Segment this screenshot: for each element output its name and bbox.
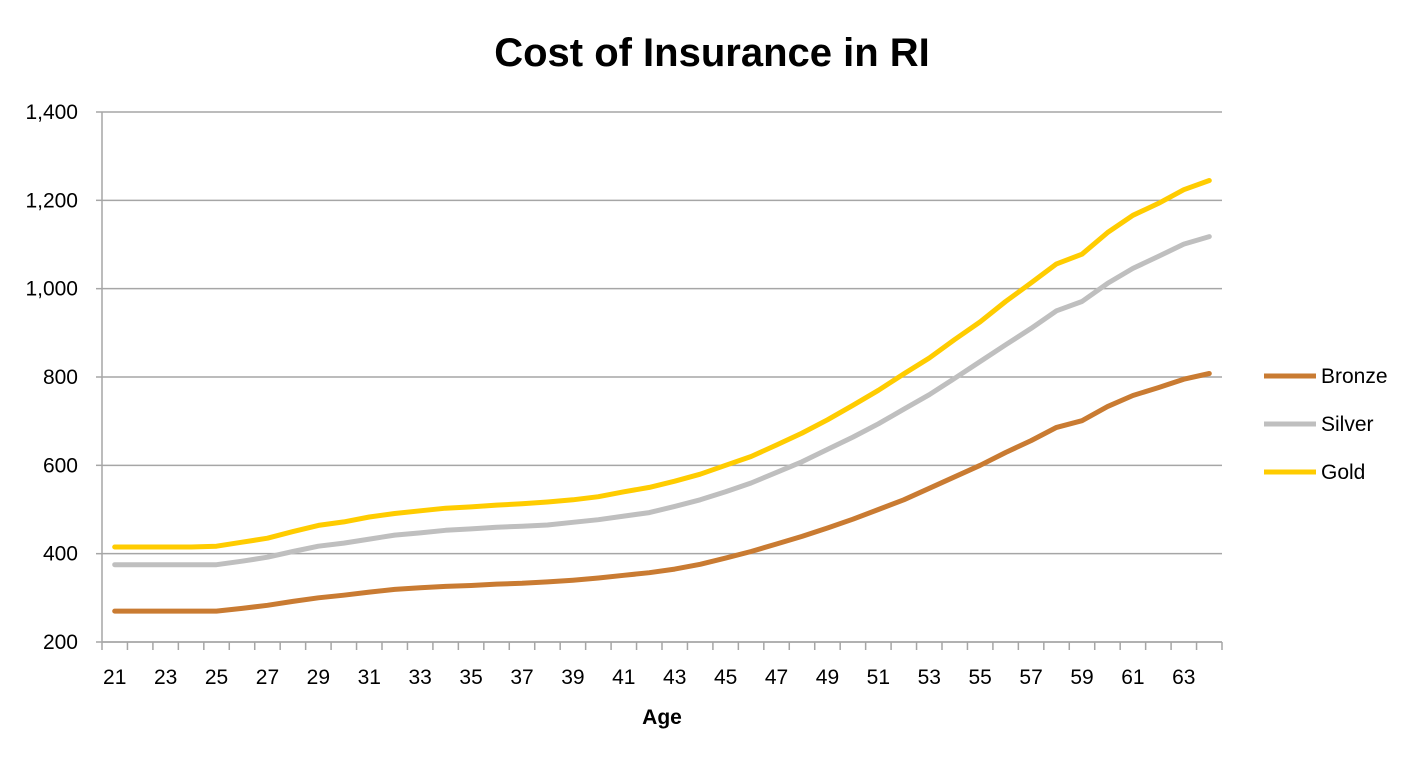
y-tick-label-5: 1,200 — [25, 189, 78, 212]
y-tick-label-4: 1,000 — [25, 278, 78, 301]
x-tick-label-47: 47 — [765, 666, 788, 689]
x-tick-label-41: 41 — [612, 666, 635, 689]
x-tick-label-55: 55 — [969, 666, 992, 689]
x-tick-label-39: 39 — [561, 666, 584, 689]
y-tick-label-0: 200 — [43, 631, 78, 654]
series-line-bronze — [112, 371, 1212, 614]
series-line-gold — [112, 178, 1212, 550]
chart-title: Cost of Insurance in RI — [494, 31, 930, 75]
y-tick-label-1: 400 — [43, 543, 78, 566]
y-tick-label-3: 800 — [43, 366, 78, 389]
x-tick-label-49: 49 — [816, 666, 839, 689]
series-line-silver — [112, 234, 1212, 568]
legend-label-gold: Gold — [1321, 461, 1365, 484]
x-tick-label-57: 57 — [1019, 666, 1042, 689]
axes — [96, 111, 1223, 650]
x-tick-label-63: 63 — [1172, 666, 1195, 689]
y-tick-label-6: 1,400 — [25, 101, 78, 124]
x-tick-label-21: 21 — [103, 666, 126, 689]
grid-lines — [102, 111, 1222, 643]
legend: Bronze Silver Gold — [1264, 365, 1388, 484]
series-lines — [112, 178, 1212, 614]
x-tick-label-59: 59 — [1070, 666, 1093, 689]
y-tick-label-2: 600 — [43, 454, 78, 477]
x-tick-label-23: 23 — [154, 666, 177, 689]
x-tick-label-45: 45 — [714, 666, 737, 689]
x-tick-label-31: 31 — [358, 666, 381, 689]
x-tick-label-27: 27 — [256, 666, 279, 689]
x-tick-label-61: 61 — [1121, 666, 1144, 689]
x-tick-label-33: 33 — [409, 666, 432, 689]
x-tick-label-35: 35 — [459, 666, 482, 689]
x-tick-label-37: 37 — [510, 666, 533, 689]
x-tick-label-29: 29 — [307, 666, 330, 689]
x-axis-ticks: 21 23 25 27 29 31 33 35 37 39 41 43 45 47 49 51 53 55 57 59… — [103, 666, 1195, 689]
x-axis-label: Age — [642, 706, 682, 729]
y-axis-ticks: 200 400 600 800 1,000 1,200 1,400 — [25, 101, 78, 654]
legend-label-silver: Silver — [1321, 413, 1374, 436]
x-tick-label-51: 51 — [867, 666, 890, 689]
x-tick-label-43: 43 — [663, 666, 686, 689]
x-tick-label-53: 53 — [918, 666, 941, 689]
legend-label-bronze: Bronze — [1321, 365, 1388, 388]
x-tick-label-25: 25 — [205, 666, 228, 689]
